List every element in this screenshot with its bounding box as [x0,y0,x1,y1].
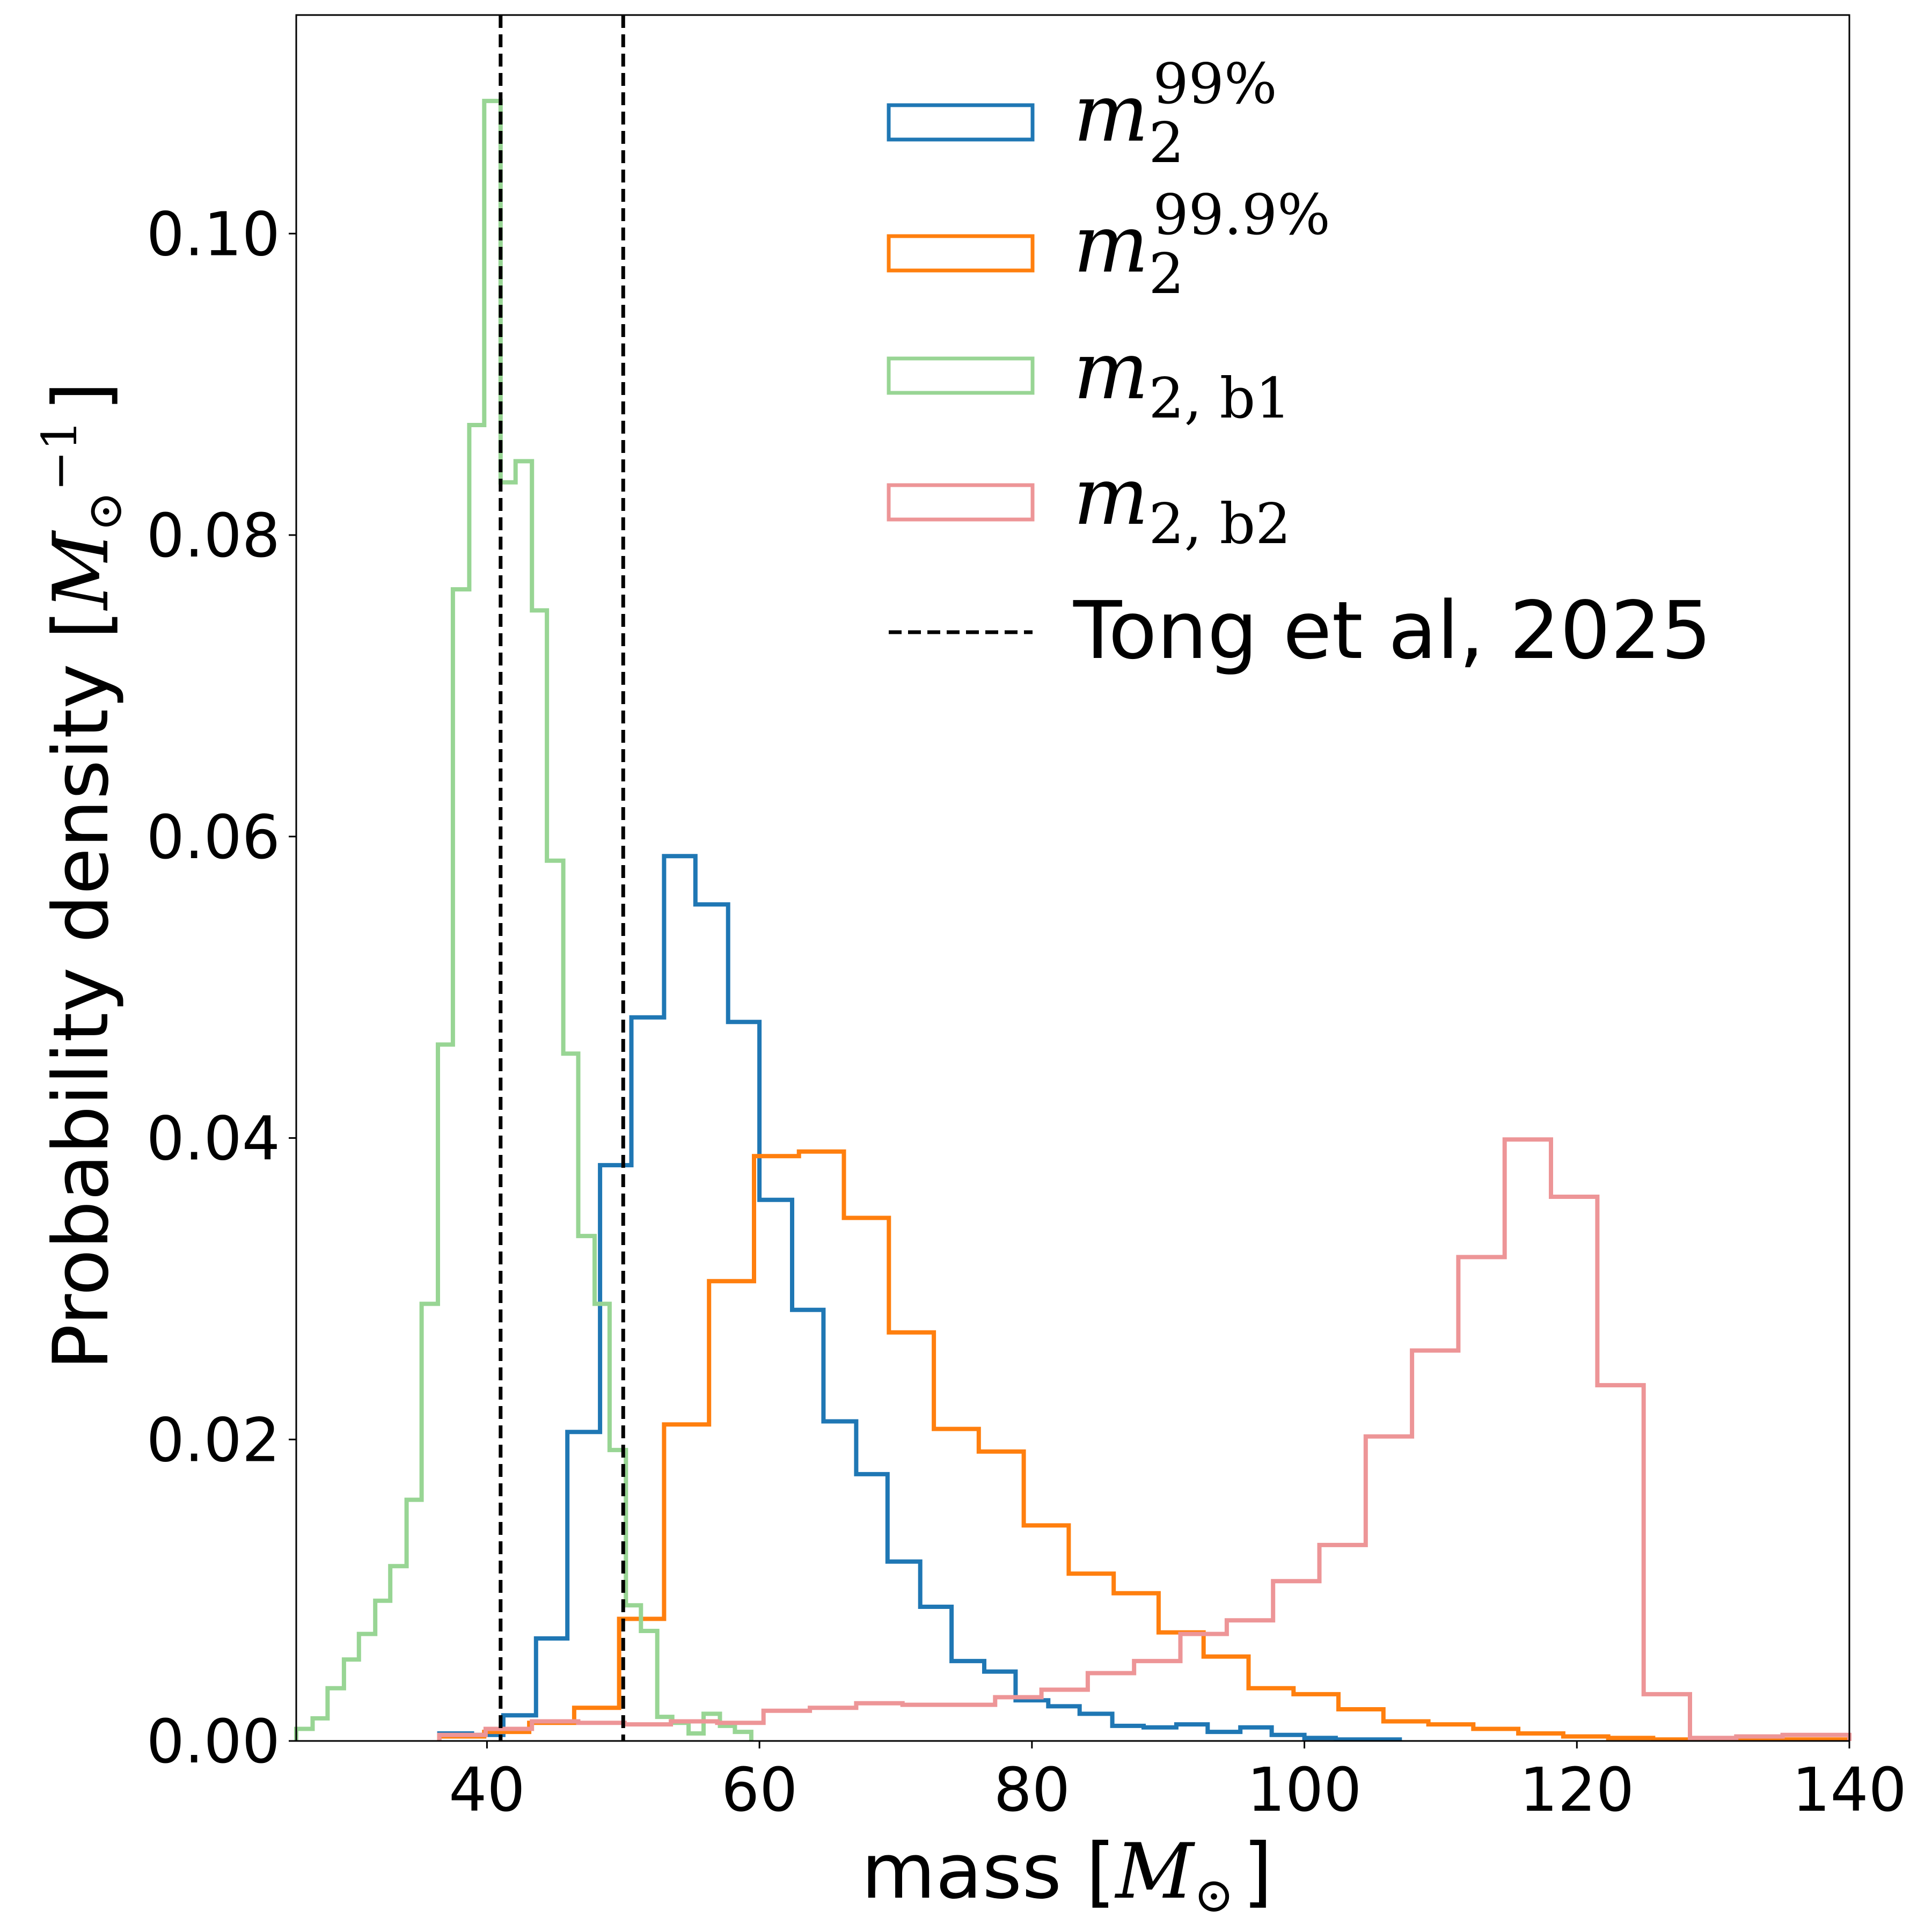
legend-m2-99-9-base: m [1073,198,1148,290]
x-tick-label: 140 [1792,1755,1907,1825]
y-tick-label: 0.00 [147,1707,280,1777]
series-layer [294,99,1851,1742]
legend-m2-99-9-sub: 2 [1148,241,1184,306]
legend-m2-b1-sub: 2, b1 [1148,365,1291,431]
y-tick-label: 0.08 [147,501,280,571]
x-tick-label: 80 [994,1755,1071,1825]
legend-m2-99-base: m [1073,67,1148,159]
y-axis-label-prefix: Probability density [ [37,610,126,1370]
legend-swatch-m2-99-9 [887,234,1035,273]
x-axis-label-suffix: ] [1243,1827,1272,1916]
x-tick-label: 40 [449,1755,525,1825]
x-tick-label: 120 [1519,1755,1634,1825]
histogram-series-m2-99 [437,854,1402,1742]
legend-label-m2-b1: m2, b1 [1073,325,1291,431]
x-tick-label: 60 [721,1755,798,1825]
legend-m2-b1-base: m [1073,325,1148,417]
x-axis-label: mass [M⊙] [861,1827,1272,1923]
legend-swatch-m2-b1 [887,356,1035,395]
legend-m2-99-sub: 2 [1148,110,1184,175]
legend-m2-b2-base: m [1073,450,1148,543]
y-tick-label: 0.02 [147,1406,280,1475]
x-axis-ticks: 40 60 80 100 120 140 [449,1741,1907,1825]
y-axis-ticks: 0.00 0.02 0.04 0.06 0.08 0.10 [147,200,296,1777]
y-axis-label: Probability density [M⊙−1] [32,382,133,1370]
legend-m2-99-sup: 99% [1153,51,1277,116]
legend-label-m2-99-9: m299.9% [1073,182,1330,306]
legend: m299% m299.9% m2, b1 m2, b2 Tong et al, … [887,51,1711,677]
legend-swatch-m2-99 [887,103,1035,142]
legend-swatch-m2-b2 [887,483,1035,522]
legend-m2-b2-sub: 2, b2 [1148,491,1291,557]
legend-label-reference: Tong et al, 2025 [1073,584,1711,677]
y-tick-label: 0.04 [147,1104,280,1174]
histogram-series-m2-b2 [437,1137,1851,1741]
histogram-series-m2-99-9 [437,1149,1851,1742]
y-tick-label: 0.06 [147,803,280,873]
plot-frame [295,14,1850,1742]
y-axis-label-superscript: −1 [32,420,88,491]
x-axis-label-subscript: ⊙ [1194,1867,1234,1923]
x-tick-label: 100 [1247,1755,1362,1825]
x-axis-label-symbol: M [1114,1827,1196,1916]
legend-m2-99-9-sup: 99.9% [1153,182,1330,247]
y-tick-label: 0.10 [147,200,280,269]
legend-label-m2-b2: m2, b2 [1073,450,1291,557]
legend-label-m2-99: m299% [1073,51,1277,175]
y-axis-label-suffix: ] [37,382,126,411]
reference-lines [499,15,625,1741]
x-axis-label-prefix: mass [ [861,1827,1116,1916]
y-axis-label-symbol: M [37,530,126,611]
y-axis-label-subscript: ⊙ [77,491,133,531]
